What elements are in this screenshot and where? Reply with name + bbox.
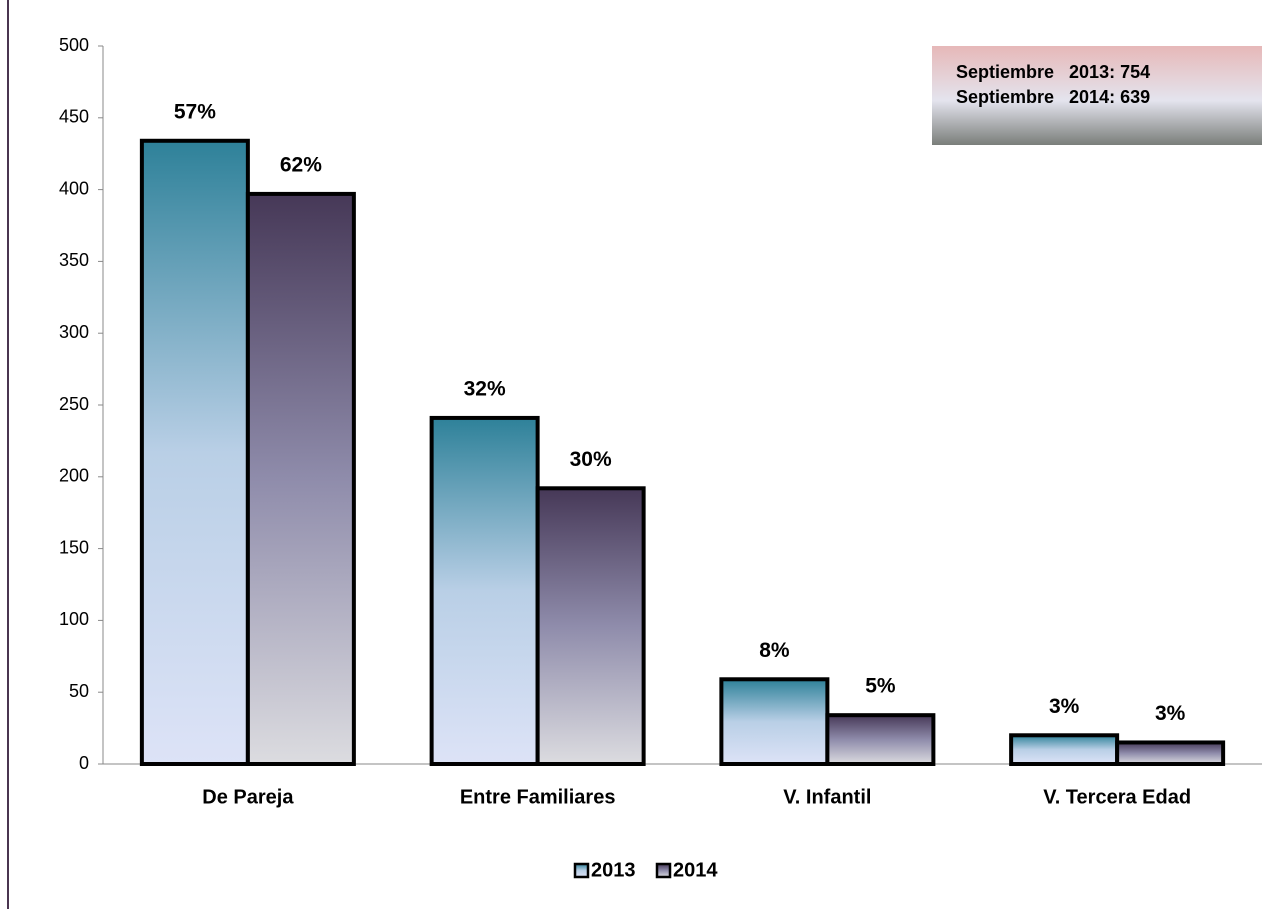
bar [535, 486, 646, 766]
x-tick-label: V. Tercera Edad [1043, 786, 1191, 808]
value-label: 5% [865, 675, 896, 698]
y-tick-label: 200 [59, 466, 89, 486]
y-tick-label: 50 [69, 681, 89, 701]
value-label: 57% [174, 100, 216, 123]
legend-label: 2013 [591, 859, 636, 881]
legend-swatch [655, 862, 672, 879]
value-label: 3% [1155, 702, 1186, 725]
y-tick-label: 0 [79, 753, 89, 773]
bar [719, 677, 830, 766]
y-tick-label: 100 [59, 609, 89, 629]
value-label: 3% [1049, 695, 1080, 718]
y-tick-label: 500 [59, 35, 89, 55]
bar [139, 138, 250, 766]
value-label: 30% [570, 448, 612, 471]
x-tick-label: Entre Familiares [460, 786, 616, 808]
y-tick-label: 400 [59, 178, 89, 198]
x-tick-label: De Pareja [202, 786, 294, 808]
legend-swatch [573, 862, 590, 879]
bar [429, 415, 540, 766]
bar [245, 191, 356, 766]
y-tick-label: 150 [59, 537, 89, 557]
y-tick-label: 300 [59, 322, 89, 342]
info-box [932, 46, 1262, 145]
y-tick-label: 350 [59, 250, 89, 270]
legend-label: 2014 [673, 859, 718, 881]
info-text: Septiembre 2013: 754 [956, 62, 1150, 82]
value-label: 8% [759, 639, 790, 662]
value-label: 62% [280, 153, 322, 176]
bar [1009, 733, 1120, 767]
bar [1115, 740, 1226, 767]
y-tick-label: 450 [59, 107, 89, 127]
info-text: Septiembre 2014: 639 [956, 87, 1150, 107]
x-tick-label: V. Infantil [783, 786, 871, 808]
bar [825, 713, 936, 767]
value-label: 32% [464, 377, 506, 400]
y-tick-label: 250 [59, 394, 89, 414]
